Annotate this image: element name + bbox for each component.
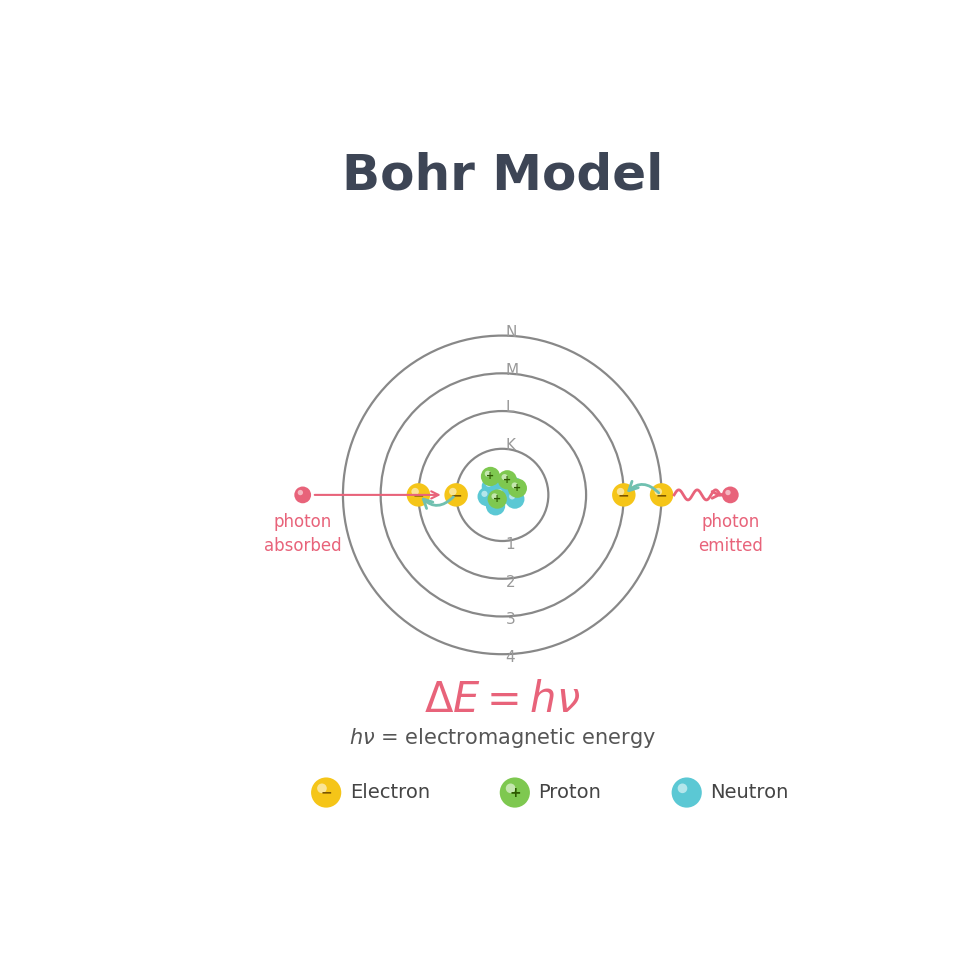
Text: Neutron: Neutron [710, 783, 789, 802]
Text: −: − [451, 488, 462, 502]
Text: photon
emitted: photon emitted [698, 514, 762, 555]
Circle shape [298, 490, 303, 495]
Circle shape [504, 477, 522, 496]
Circle shape [655, 488, 662, 495]
Text: −: − [618, 488, 629, 502]
Circle shape [512, 482, 517, 489]
Circle shape [508, 478, 527, 498]
Circle shape [509, 493, 515, 500]
Circle shape [449, 488, 457, 495]
Text: M: M [506, 363, 518, 377]
Circle shape [311, 777, 341, 808]
Text: N: N [506, 324, 517, 340]
Text: −: − [320, 786, 332, 800]
Text: 4: 4 [506, 650, 515, 665]
Circle shape [485, 470, 491, 477]
Text: −: − [413, 488, 424, 502]
Text: +: + [514, 483, 521, 493]
Text: +: + [486, 471, 495, 481]
Circle shape [497, 489, 503, 495]
Text: $h\nu$ = electromagnetic energy: $h\nu$ = electromagnetic energy [349, 726, 656, 750]
Text: +: + [493, 494, 502, 504]
Circle shape [407, 483, 430, 507]
Circle shape [486, 496, 505, 515]
Circle shape [612, 483, 636, 507]
Text: +: + [503, 474, 512, 485]
Circle shape [506, 783, 515, 793]
Circle shape [491, 493, 498, 500]
Circle shape [725, 490, 731, 495]
Text: 2: 2 [506, 574, 515, 590]
Circle shape [294, 486, 311, 504]
Circle shape [477, 487, 497, 507]
Circle shape [508, 481, 514, 487]
Circle shape [482, 477, 501, 496]
Circle shape [488, 489, 507, 509]
Text: +: + [509, 786, 520, 800]
Circle shape [481, 491, 487, 497]
Text: K: K [506, 438, 515, 453]
Text: Electron: Electron [350, 783, 430, 802]
Text: L: L [506, 400, 514, 416]
Text: −: − [656, 488, 667, 502]
Circle shape [493, 485, 512, 505]
Circle shape [318, 783, 326, 793]
Circle shape [500, 777, 530, 808]
Circle shape [490, 500, 496, 507]
Circle shape [671, 777, 702, 808]
Text: Proton: Proton [538, 783, 601, 802]
Circle shape [505, 489, 524, 509]
Circle shape [485, 481, 492, 487]
Text: 3: 3 [506, 612, 515, 627]
Circle shape [444, 483, 467, 507]
Circle shape [502, 474, 508, 480]
Text: Bohr Model: Bohr Model [342, 151, 662, 199]
Text: 1: 1 [506, 537, 515, 552]
Circle shape [722, 486, 739, 504]
Text: $\Delta E = h\nu$: $\Delta E = h\nu$ [424, 679, 580, 721]
Text: photon
absorbed: photon absorbed [264, 514, 341, 555]
Circle shape [677, 783, 687, 793]
Circle shape [498, 470, 516, 489]
Circle shape [412, 488, 418, 495]
Circle shape [481, 466, 500, 486]
Circle shape [650, 483, 673, 507]
Circle shape [616, 488, 624, 495]
